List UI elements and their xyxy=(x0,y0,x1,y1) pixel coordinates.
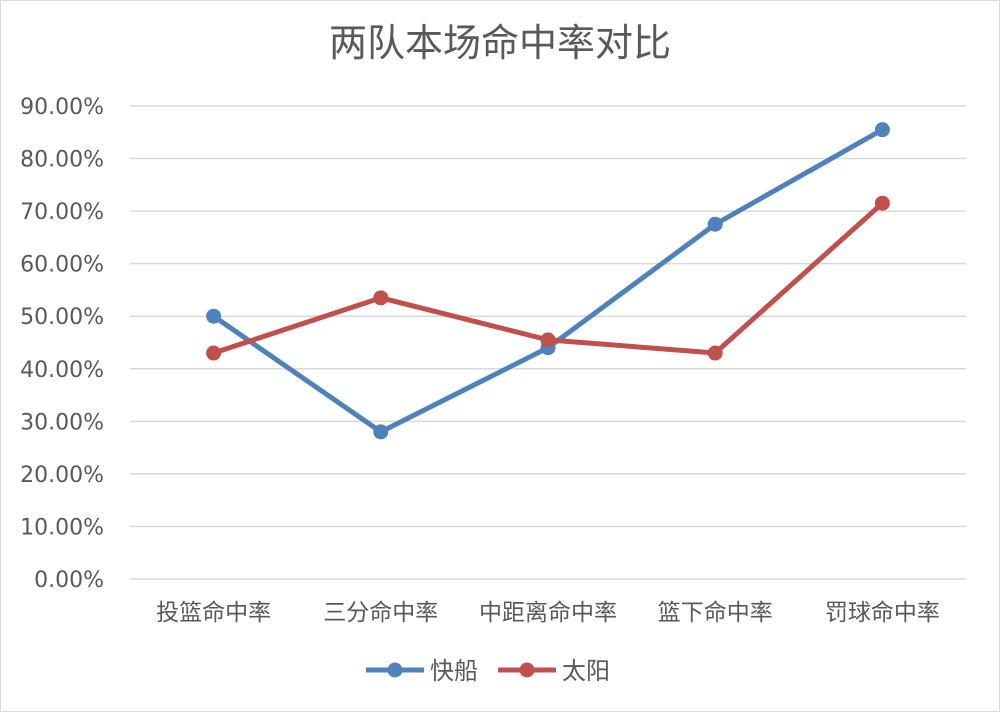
y-tick-label: 10.00% xyxy=(20,515,104,540)
data-point xyxy=(707,345,723,361)
legend-label: 太阳 xyxy=(562,657,610,685)
series-line-1 xyxy=(211,200,885,356)
x-category-label: 罚球命中率 xyxy=(825,600,940,626)
x-category-label: 中距离命中率 xyxy=(479,600,617,626)
x-category-label: 三分命中率 xyxy=(323,600,438,626)
y-tick-label: 0.00% xyxy=(34,568,104,593)
x-category-label: 篮下命中率 xyxy=(658,600,773,626)
x-category-label: 投篮命中率 xyxy=(156,600,271,626)
data-point xyxy=(540,332,556,348)
y-axis-ticks: 0.00% 10.00% 20.00% 30.00% 40.00% 50.00% 60.00… xyxy=(20,95,104,593)
y-tick-label: 30.00% xyxy=(20,410,104,435)
y-tick-label: 40.00% xyxy=(20,358,104,383)
y-tick-label: 20.00% xyxy=(20,463,104,488)
legend-swatch-marker xyxy=(387,662,403,678)
data-point xyxy=(874,195,890,211)
y-tick-label: 70.00% xyxy=(20,200,104,225)
data-point xyxy=(707,216,723,232)
data-point xyxy=(874,122,890,138)
data-point xyxy=(206,345,222,361)
y-tick-label: 50.00% xyxy=(20,305,104,330)
legend: 快船 太阳 xyxy=(366,657,610,685)
gridlines xyxy=(130,105,966,580)
y-tick-label: 90.00% xyxy=(20,95,104,120)
data-point xyxy=(206,308,222,324)
y-tick-label: 80.00% xyxy=(20,148,104,173)
series-line-0 xyxy=(211,127,885,435)
series-lines xyxy=(206,122,890,440)
data-point xyxy=(373,424,389,440)
y-tick-label: 60.00% xyxy=(20,253,104,278)
chart-title: 两队本场命中率对比 xyxy=(329,21,671,65)
data-point xyxy=(373,290,389,306)
legend-label: 快船 xyxy=(430,657,478,685)
x-axis-categories: 投篮命中率 三分命中率 中距离命中率 篮下命中率 罚球命中率 xyxy=(156,600,940,626)
legend-swatch-marker xyxy=(519,662,535,678)
